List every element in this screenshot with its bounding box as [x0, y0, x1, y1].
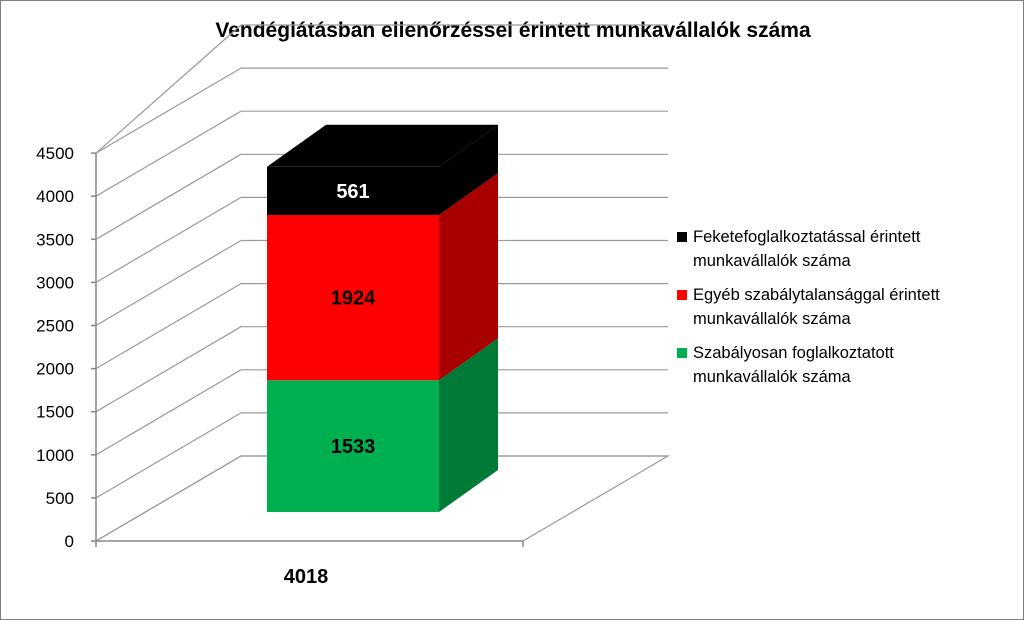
legend-item-red: Egyéb szabálytalansággal érintett munkav…: [677, 283, 1017, 331]
side-gridline: [95, 455, 242, 542]
legend-swatch-green: [677, 348, 687, 358]
x-axis: 4018: [95, 540, 524, 588]
side-gridline: [95, 412, 242, 499]
legend-label: Feketefoglalkoztatással érintett munkavá…: [693, 228, 921, 270]
legend-swatch-black: [677, 232, 687, 242]
side-gridline: [95, 110, 242, 197]
y-tick-label: 1500: [36, 403, 74, 422]
y-tick-label: 500: [46, 489, 74, 508]
y-tick-label: 1000: [36, 446, 74, 465]
side-gridline: [95, 283, 242, 370]
data-label: 1533: [331, 436, 376, 458]
legend-swatch-red: [677, 290, 687, 300]
legend-label: Szabályosan foglalkoztatott munkavállaló…: [693, 344, 894, 386]
y-axis: 0 500 1000 1500 2000 2500 3000 3500 4000 4500: [36, 144, 97, 551]
y-tick-label: 3000: [36, 273, 74, 292]
bar-segment-front: [267, 380, 439, 512]
bar-segment-side: [439, 173, 498, 381]
data-label: 561: [336, 181, 369, 203]
y-tick-label: 4000: [36, 187, 74, 206]
y-tick-label: 0: [65, 532, 74, 551]
x-tick-label: 4018: [284, 566, 329, 588]
y-tick-label: 2000: [36, 360, 74, 379]
bar-segment-front: [267, 166, 439, 215]
legend-label: Egyéb szabálytalansággal érintett munkav…: [693, 286, 940, 328]
bar-segment-side: [439, 124, 498, 215]
side-gridline: [95, 239, 242, 327]
side-gridline: [95, 196, 242, 283]
legend-item-green: Szabályosan foglalkoztatott munkavállaló…: [677, 341, 1017, 389]
side-gridline: [95, 326, 242, 413]
legend-item-black: Feketefoglalkoztatással érintett munkavá…: [677, 225, 1017, 273]
y-tick-label: 3500: [36, 230, 74, 249]
bar-stack: 1533 1924 561: [267, 124, 498, 512]
y-tick-label: 2500: [36, 317, 74, 336]
side-gridline: [95, 67, 242, 154]
legend: Feketefoglalkoztatással érintett munkavá…: [677, 225, 1017, 399]
data-label: 1924: [331, 288, 376, 310]
side-gridline: [95, 153, 242, 240]
bar-segment-side: [439, 338, 498, 512]
y-tick-label: 4500: [36, 144, 74, 163]
side-gridline: [95, 24, 242, 154]
bar-segment-front: [267, 215, 439, 381]
bar-top-face: [267, 124, 498, 167]
side-gridline: [95, 369, 242, 456]
